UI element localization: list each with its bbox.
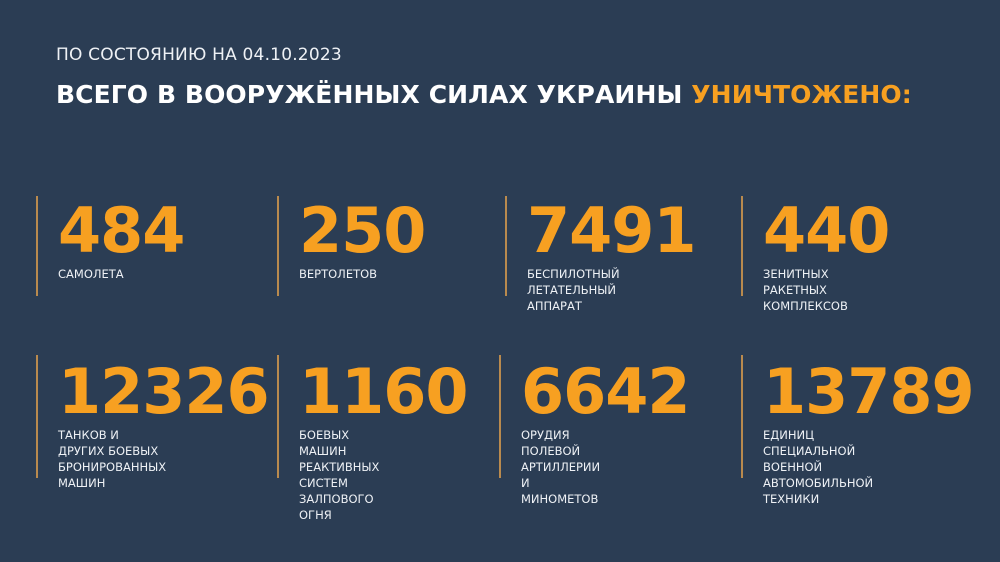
stat-value: 6642 bbox=[521, 355, 691, 428]
title-main: ВСЕГО В ВООРУЖЁННЫХ СИЛАХ УКРАИНЫ bbox=[56, 80, 692, 109]
date-line: ПО СОСТОЯНИЮ НА 04.10.2023 bbox=[56, 45, 342, 65]
stat-artillery: 6642 ОРУДИЯ ПОЛЕВОЙ АРТИЛЛЕРИИ И МИНОМЕТ… bbox=[499, 355, 691, 506]
stat-value: 484 bbox=[58, 194, 185, 267]
stat-label: ТАНКОВ И ДРУГИХ БОЕВЫХ БРОНИРОВАННЫХ МАШ… bbox=[58, 428, 167, 490]
stat-helicopters: 250 ВЕРТОЛЕТОВ bbox=[277, 196, 426, 296]
stat-label: БОЕВЫХ МАШИН РЕАКТИВНЫХ СИСТЕМ ЗАЛПОВОГО… bbox=[299, 428, 380, 522]
stat-label: ОРУДИЯ ПОЛЕВОЙ АРТИЛЛЕРИИ И МИНОМЕТОВ bbox=[521, 428, 601, 506]
stat-label: БЕСПИЛОТНЫЙ ЛЕТАТЕЛЬНЫЙ АППАРАТ bbox=[527, 267, 620, 313]
stat-aircraft: 484 САМОЛЕТА bbox=[36, 196, 185, 296]
stat-mlrs: 1160 БОЕВЫХ МАШИН РЕАКТИВНЫХ СИСТЕМ ЗАЛП… bbox=[277, 355, 469, 522]
stat-vehicles: 13789 ЕДИНИЦ СПЕЦИАЛЬНОЙ ВОЕННОЙ АВТОМОБ… bbox=[741, 355, 975, 506]
stat-value: 440 bbox=[763, 194, 890, 267]
stat-label: ЕДИНИЦ СПЕЦИАЛЬНОЙ ВОЕННОЙ АВТОМОБИЛЬНОЙ… bbox=[763, 428, 874, 506]
stat-value: 1160 bbox=[299, 355, 469, 428]
stat-value: 7491 bbox=[527, 194, 697, 267]
stat-tanks: 12326 ТАНКОВ И ДРУГИХ БОЕВЫХ БРОНИРОВАНН… bbox=[36, 355, 270, 490]
stat-label: ВЕРТОЛЕТОВ bbox=[299, 267, 378, 281]
title-highlight: УНИЧТОЖЕНО: bbox=[691, 80, 912, 109]
page-title: ВСЕГО В ВООРУЖЁННЫХ СИЛАХ УКРАИНЫ УНИЧТО… bbox=[56, 80, 912, 109]
stat-sam-systems: 440 ЗЕНИТНЫХ РАКЕТНЫХ КОМПЛЕКСОВ bbox=[741, 196, 890, 313]
stat-value: 12326 bbox=[58, 355, 270, 428]
stat-label: ЗЕНИТНЫХ РАКЕТНЫХ КОМПЛЕКСОВ bbox=[763, 267, 848, 313]
stat-value: 13789 bbox=[763, 355, 975, 428]
stat-value: 250 bbox=[299, 194, 426, 267]
stat-uav: 7491 БЕСПИЛОТНЫЙ ЛЕТАТЕЛЬНЫЙ АППАРАТ bbox=[505, 196, 697, 313]
stat-label: САМОЛЕТА bbox=[58, 267, 124, 281]
